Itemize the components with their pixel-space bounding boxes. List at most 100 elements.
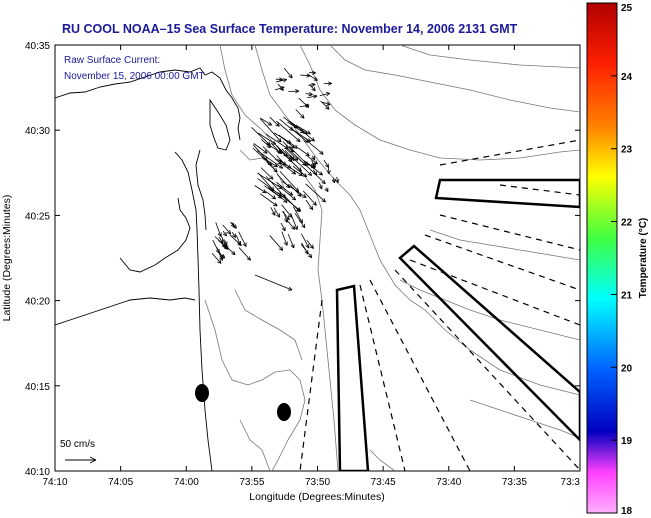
- current-vector-head: [311, 72, 316, 75]
- current-vector-head: [331, 179, 335, 184]
- current-vector-head: [220, 256, 226, 259]
- current-vector: [297, 125, 311, 135]
- current-vector-head: [282, 78, 287, 80]
- current-vector-head: [290, 213, 293, 218]
- current-vector: [292, 165, 307, 178]
- map-title: RU COOL NOAA–15 Sea Surface Temperature:…: [62, 22, 518, 36]
- current-vector-head: [273, 170, 278, 173]
- colorbar-tick-label: 23: [621, 145, 633, 156]
- current-vector: [259, 117, 272, 126]
- current-vector: [231, 222, 237, 229]
- current-vector-head: [302, 114, 305, 119]
- current-vector-head: [295, 124, 299, 129]
- current-vector: [309, 84, 316, 92]
- current-vector: [307, 95, 318, 99]
- current-vector-head: [273, 204, 278, 207]
- current-vector: [266, 142, 283, 154]
- current-vector: [305, 183, 326, 203]
- current-vector-head: [318, 185, 323, 190]
- current-vector: [284, 150, 295, 161]
- bay-shore: [119, 197, 191, 273]
- current-vector: [257, 178, 282, 197]
- current-vector-head: [311, 84, 316, 87]
- current-vector: [269, 235, 284, 251]
- current-vector: [212, 239, 220, 254]
- current-vector-head: [275, 124, 280, 127]
- current-vector-head: [310, 253, 313, 258]
- current-vector-head: [302, 196, 307, 199]
- current-vector: [222, 224, 232, 235]
- current-vector: [265, 133, 289, 150]
- current-vector: [253, 143, 268, 154]
- current-vector-head: [301, 225, 306, 229]
- current-vector-head: [311, 164, 316, 168]
- x-tick-label: 73:3: [561, 477, 581, 488]
- current-vector: [252, 144, 268, 161]
- current-vector: [259, 193, 278, 207]
- bay-shore-2: [55, 297, 196, 326]
- current-vector-head: [276, 151, 281, 154]
- current-vector-head: [300, 172, 303, 176]
- current-vector-head: [296, 210, 301, 213]
- map-content: [55, 45, 580, 471]
- current-vector: [260, 139, 271, 149]
- current-vector: [303, 160, 316, 169]
- current-vector: [254, 274, 293, 291]
- current-vector: [260, 167, 274, 180]
- current-vector-head: [249, 256, 251, 261]
- current-vector: [307, 74, 318, 81]
- current-vector-head: [300, 116, 305, 119]
- current-vector: [266, 161, 278, 173]
- x-tick-label: 74:05: [108, 477, 133, 488]
- current-vector-head: [226, 232, 231, 235]
- current-vector-head: [314, 201, 317, 206]
- current-vector: [297, 147, 310, 157]
- current-vector-head: [283, 201, 288, 203]
- current-vector-head: [293, 147, 298, 149]
- current-vector-head: [289, 286, 293, 291]
- colorbar-tick-label: 19: [621, 436, 633, 447]
- current-vector: [287, 233, 295, 249]
- current-vector: [219, 253, 226, 259]
- current-vector: [307, 155, 318, 165]
- current-vector-head: [311, 205, 314, 210]
- current-vector: [302, 190, 317, 206]
- current-vector: [294, 213, 306, 229]
- current-vector-head: [312, 137, 315, 142]
- current-vector-head: [225, 232, 227, 237]
- current-vector-head: [315, 160, 318, 165]
- current-vector: [276, 120, 301, 142]
- current-vector: [282, 193, 301, 213]
- current-vector-head: [328, 81, 333, 84]
- current-vector-head: [326, 101, 331, 106]
- current-vector-head: [313, 95, 318, 99]
- current-vector-head: [290, 245, 295, 249]
- x-tick-label: 73:55: [239, 477, 264, 488]
- x-tick-label: 73:40: [436, 477, 461, 488]
- current-vector: [222, 230, 227, 237]
- current-vector-head: [298, 137, 301, 142]
- y-tick-label: 40:15: [25, 382, 50, 393]
- current-vector: [281, 136, 298, 149]
- current-vector: [281, 231, 288, 246]
- x-tick-label: 73:35: [502, 477, 527, 488]
- current-vector: [281, 148, 292, 160]
- current-vector-head: [271, 197, 276, 200]
- x-tick-label: 73:45: [371, 477, 396, 488]
- x-axis: 74:10 74:05 74:00 73:55 73:50 73:45 73:40 73:35…: [42, 45, 581, 488]
- current-vector-head: [272, 186, 275, 191]
- current-vector-head: [215, 250, 220, 254]
- colorbar: [586, 2, 618, 514]
- current-vector: [287, 121, 305, 134]
- current-vector: [261, 156, 278, 168]
- current-vector-head: [328, 170, 331, 175]
- current-vector: [283, 67, 293, 79]
- scale-label: 50 cm/s: [60, 439, 95, 450]
- current-vector-head: [305, 154, 310, 157]
- current-vector-head: [318, 173, 323, 176]
- current-vector-head: [311, 157, 316, 161]
- current-vector-head: [246, 258, 251, 261]
- current-vector: [230, 221, 235, 228]
- current-vector-head: [217, 261, 222, 264]
- current-vector-head: [313, 86, 316, 92]
